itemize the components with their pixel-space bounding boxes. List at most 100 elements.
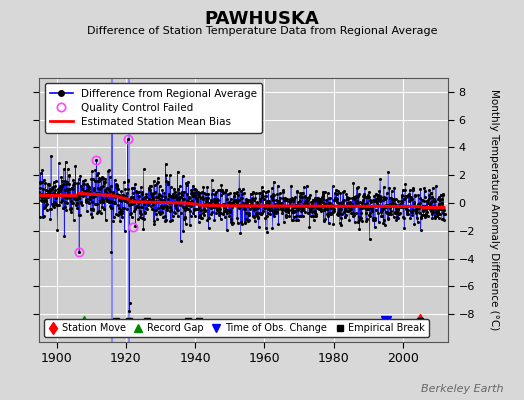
Point xyxy=(152,207,160,213)
Point xyxy=(439,210,447,216)
Point xyxy=(414,201,423,207)
Point xyxy=(390,184,399,191)
Point xyxy=(89,206,97,212)
Point xyxy=(357,205,366,212)
Point xyxy=(151,210,160,217)
Point xyxy=(276,203,284,209)
Point xyxy=(167,184,175,190)
Point xyxy=(344,194,353,201)
Point xyxy=(400,196,409,202)
Point xyxy=(297,212,305,219)
Point xyxy=(187,202,195,209)
Point xyxy=(277,206,285,212)
Point xyxy=(406,194,414,200)
Point xyxy=(102,194,110,201)
Point xyxy=(217,181,226,188)
Point xyxy=(411,203,420,210)
Point xyxy=(292,217,301,223)
Point xyxy=(348,203,356,209)
Point xyxy=(67,205,75,211)
Point xyxy=(270,192,279,198)
Point xyxy=(52,191,61,197)
Point xyxy=(366,212,374,219)
Point xyxy=(136,214,145,220)
Point xyxy=(355,217,364,223)
Point xyxy=(351,218,359,225)
Point xyxy=(270,210,278,216)
Point xyxy=(94,209,103,216)
Point xyxy=(73,200,81,206)
Point xyxy=(210,199,219,205)
Point xyxy=(237,219,245,225)
Point xyxy=(280,197,289,203)
Point xyxy=(294,203,303,209)
Point xyxy=(45,182,53,188)
Point xyxy=(308,202,316,208)
Point xyxy=(230,200,238,206)
Point xyxy=(439,192,447,198)
Point xyxy=(189,210,198,216)
Point xyxy=(89,176,97,182)
Point xyxy=(238,191,246,198)
Point xyxy=(427,199,435,206)
Point xyxy=(86,206,95,212)
Point xyxy=(74,212,83,218)
Point xyxy=(422,198,431,204)
Point xyxy=(131,181,139,187)
Point xyxy=(347,202,356,209)
Point xyxy=(98,204,106,210)
Point xyxy=(340,188,348,195)
Point xyxy=(103,197,111,203)
Point xyxy=(362,218,370,224)
Point xyxy=(49,202,58,208)
Point xyxy=(434,206,442,213)
Point xyxy=(43,201,51,208)
Point xyxy=(253,199,261,205)
Point xyxy=(353,199,362,206)
Point xyxy=(295,202,303,209)
Point xyxy=(117,211,125,217)
Point xyxy=(112,211,121,218)
Point xyxy=(342,191,351,197)
Point xyxy=(359,193,367,199)
Point xyxy=(439,191,447,197)
Point xyxy=(421,214,430,220)
Point xyxy=(223,227,231,234)
Point xyxy=(304,204,313,210)
Point xyxy=(239,206,248,213)
Point xyxy=(391,206,400,212)
Point xyxy=(154,194,162,200)
Point xyxy=(130,208,138,214)
Point xyxy=(310,217,318,224)
Point xyxy=(235,186,244,193)
Point xyxy=(104,186,112,192)
Point xyxy=(387,201,396,207)
Point xyxy=(97,195,106,201)
Point xyxy=(231,198,239,204)
Point xyxy=(422,206,430,212)
Point xyxy=(133,200,141,207)
Point xyxy=(376,176,384,182)
Point xyxy=(80,192,89,198)
Point xyxy=(157,193,166,200)
Point xyxy=(137,191,146,197)
Point xyxy=(414,192,422,198)
Point xyxy=(176,183,184,189)
Point xyxy=(413,219,422,226)
Point xyxy=(239,201,247,207)
Point xyxy=(178,192,186,199)
Point xyxy=(268,185,276,192)
Point xyxy=(332,186,340,193)
Point xyxy=(190,206,198,212)
Point xyxy=(332,191,341,197)
Point xyxy=(323,211,331,218)
Point xyxy=(184,179,192,186)
Point xyxy=(331,190,339,196)
Point xyxy=(247,199,255,205)
Point xyxy=(256,197,264,203)
Point xyxy=(424,192,433,198)
Point xyxy=(416,200,424,206)
Point xyxy=(54,186,62,192)
Point xyxy=(39,186,48,192)
Point xyxy=(319,193,328,199)
